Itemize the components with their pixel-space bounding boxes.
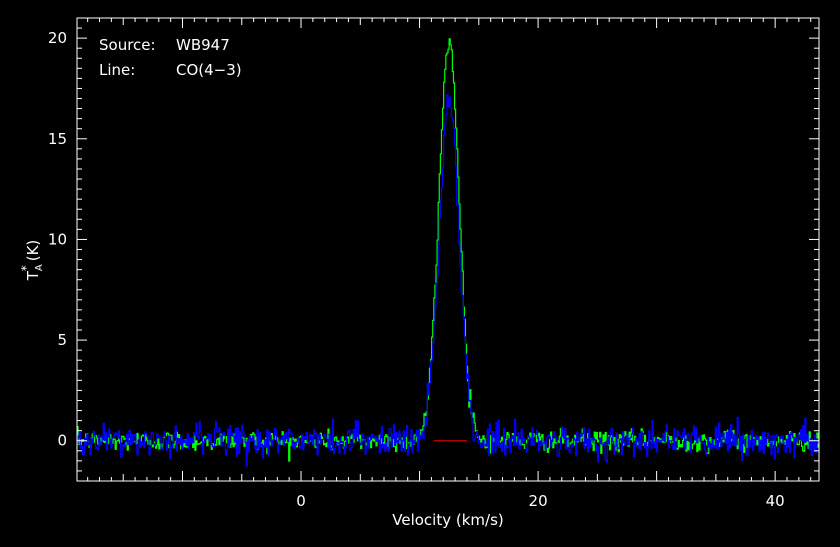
y-axis-label-unit: (K) [24,240,42,262]
spectrum-series-2 [77,94,819,467]
y-axis-label: TA* (K) [19,240,45,282]
annotation-line-value: CO(4−3) [176,61,242,79]
svg-text:TA*(K): TA* (K) [19,240,45,282]
x-tick-label: 20 [529,492,548,510]
plot-frame [76,17,820,482]
x-tick-label: 40 [766,492,785,510]
series-layer [77,38,819,467]
y-tick-label: 0 [57,432,67,450]
y-tick-label: 10 [48,230,67,248]
annotation-line-key: Line: [99,61,135,79]
y-axis-label-main: T [24,270,42,281]
y-axis-label-sup: * [19,265,33,271]
axis-ticks [77,17,819,482]
annotation-source-key: Source: [99,36,156,54]
y-tick-label: 5 [57,331,67,349]
x-tick-labels: 0 20 40 [296,492,784,510]
y-tick-label: 20 [48,29,67,47]
annotation-source-value: WB947 [176,36,230,54]
annotation-block: Source: WB947 Line: CO(4−3) [99,36,242,79]
x-axis-label: Velocity (km/s) [392,511,503,529]
y-axis-label-sub: A [34,264,45,271]
y-tick-label: 15 [48,130,67,148]
y-tick-labels: 0 5 10 15 20 [48,29,67,450]
x-tick-label: 0 [296,492,306,510]
